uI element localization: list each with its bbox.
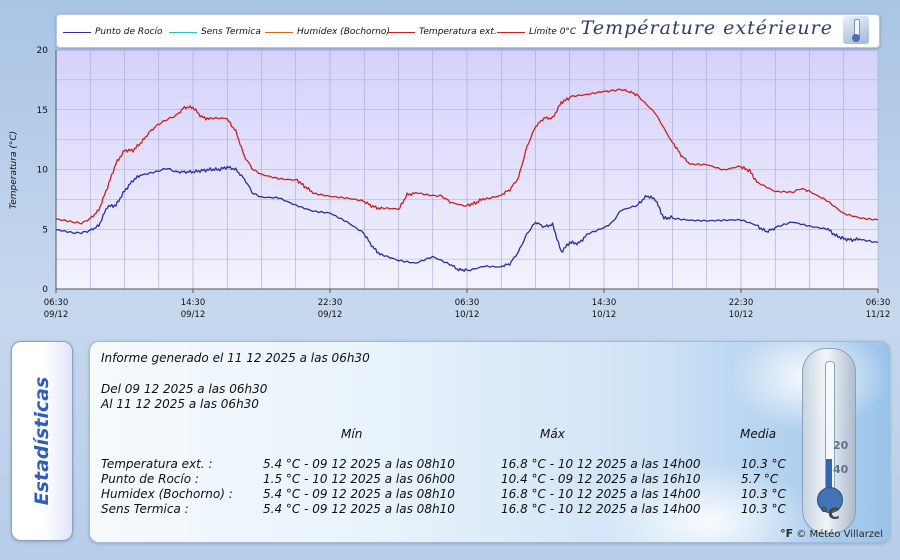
chart-legend: Punto de Rocío Sens Termica Humidex (Boc… bbox=[56, 14, 880, 48]
x-tick-label-time: 22:30 bbox=[729, 298, 754, 308]
series-layer bbox=[55, 88, 879, 273]
x-tick-label-date: 09/12 bbox=[318, 310, 343, 320]
x-tick-label-time: 06:30 bbox=[455, 298, 480, 308]
x-tick-label-date: 10/12 bbox=[592, 310, 617, 320]
legend-item-dewpoint: Punto de Rocío bbox=[63, 25, 163, 39]
thermometer-unit-f: °F bbox=[780, 527, 794, 540]
stat-row-label: Humidex (Bochorno) : bbox=[101, 487, 233, 501]
col-header-max: Máx bbox=[540, 427, 565, 441]
thermometer-scale-label: 40 bbox=[833, 463, 849, 476]
legend-item-humidex: Humidex (Bochorno) bbox=[265, 25, 390, 39]
stat-row-avg: 5.7 °C bbox=[741, 472, 779, 486]
series-line-punto-de-roc-o bbox=[55, 165, 879, 273]
x-tick-label-time: 14:30 bbox=[181, 298, 206, 308]
legend-label: Humidex (Bochorno) bbox=[297, 27, 390, 37]
x-tick-label-time: 06:30 bbox=[866, 298, 891, 308]
legend-swatch bbox=[63, 31, 91, 33]
stat-row-label: Punto de Rocío : bbox=[101, 472, 199, 486]
stats-tab: Estadísticas bbox=[11, 341, 73, 541]
stat-row-max: 16.8 °C - 10 12 2025 a las 14h00 bbox=[501, 457, 701, 471]
thermometer-fill bbox=[826, 459, 832, 499]
legend-swatch bbox=[265, 31, 293, 33]
x-tick-label-date: 10/12 bbox=[729, 310, 754, 320]
stat-row-label: Temperatura ext. : bbox=[101, 457, 213, 471]
x-axis-ticks: 06:30 09/12 14:30 09/12 22:30 09/12 06:30 10/12… bbox=[44, 289, 891, 320]
y-axis-label: Temperatura (°C) bbox=[9, 131, 19, 209]
legend-label: Sens Termica bbox=[201, 27, 261, 37]
y-tick-label: 5 bbox=[42, 225, 48, 235]
period-to: Al 11 12 2025 a las 06h30 bbox=[101, 397, 259, 411]
stat-row-avg: 10.3 °C bbox=[741, 487, 786, 501]
stat-row-label: Sens Termica : bbox=[101, 502, 189, 516]
report-generated: Informe generado el 11 12 2025 a las 06h… bbox=[101, 351, 370, 365]
x-tick-label-time: 06:30 bbox=[44, 298, 69, 308]
stat-row-min: 5.4 °C - 09 12 2025 a las 08h10 bbox=[263, 487, 455, 501]
stat-row-max: 16.8 °C - 10 12 2025 a las 14h00 bbox=[501, 502, 701, 516]
x-tick-label-time: 22:30 bbox=[318, 298, 343, 308]
legend-label: Temperatura ext. bbox=[419, 27, 497, 37]
x-tick-label-date: 09/12 bbox=[181, 310, 206, 320]
legend-label: Punto de Rocío bbox=[95, 27, 163, 37]
stat-row-min: 5.4 °C - 09 12 2025 a las 08h10 bbox=[263, 457, 455, 471]
legend-swatch bbox=[497, 31, 525, 33]
legend-label: Límite 0°C bbox=[529, 27, 577, 37]
legend-swatch bbox=[169, 31, 197, 33]
legend-swatch bbox=[387, 31, 415, 33]
stat-row-avg: 10.3 °C bbox=[741, 502, 786, 516]
x-tick-label-date: 10/12 bbox=[455, 310, 480, 320]
x-tick-label-date: 11/12 bbox=[866, 310, 891, 320]
legend-item-temperature: Temperatura ext. bbox=[387, 25, 497, 39]
stat-row-max: 10.4 °C - 09 12 2025 a las 16h10 bbox=[501, 472, 701, 486]
legend-item-windchill: Sens Termica bbox=[169, 25, 261, 39]
period-from: Del 09 12 2025 a las 06h30 bbox=[101, 382, 268, 396]
col-header-min: Mín bbox=[341, 427, 363, 441]
thermometer-bulb bbox=[817, 487, 843, 513]
thermometer-scale-label: 20 bbox=[833, 439, 849, 452]
y-tick-label: 0 bbox=[42, 285, 48, 295]
y-axis-ticks: 0 5 10 15 20 bbox=[37, 46, 49, 295]
series-line-temperatura-ext- bbox=[55, 88, 879, 225]
stats-tab-label: Estadísticas bbox=[31, 376, 53, 506]
stat-row-min: 1.5 °C - 10 12 2025 a las 06h00 bbox=[263, 472, 455, 486]
stats-panel: Informe generado el 11 12 2025 a las 06h… bbox=[89, 341, 890, 543]
chart-title: Température extérieure bbox=[580, 17, 833, 39]
stat-row-min: 5.4 °C - 09 12 2025 a las 08h10 bbox=[263, 502, 455, 516]
thermometer-illustration: 20 40 bbox=[802, 348, 856, 534]
stat-row-max: 16.8 °C - 10 12 2025 a las 14h00 bbox=[501, 487, 701, 501]
y-tick-label: 20 bbox=[37, 46, 49, 56]
col-header-avg: Media bbox=[740, 427, 777, 441]
y-tick-label: 15 bbox=[37, 106, 48, 116]
copyright-text: °F © Météo Villarzel bbox=[780, 527, 883, 540]
thermometer-unit-c: °C bbox=[820, 504, 840, 523]
thermometer-icon bbox=[843, 16, 869, 44]
legend-item-zero-limit: Límite 0°C bbox=[497, 25, 576, 39]
copyright-label: © Météo Villarzel bbox=[796, 529, 883, 540]
x-tick-label-date: 09/12 bbox=[44, 310, 69, 320]
y-tick-label: 10 bbox=[37, 166, 49, 176]
x-tick-label-time: 14:30 bbox=[592, 298, 617, 308]
stat-row-avg: 10.3 °C bbox=[741, 457, 786, 471]
